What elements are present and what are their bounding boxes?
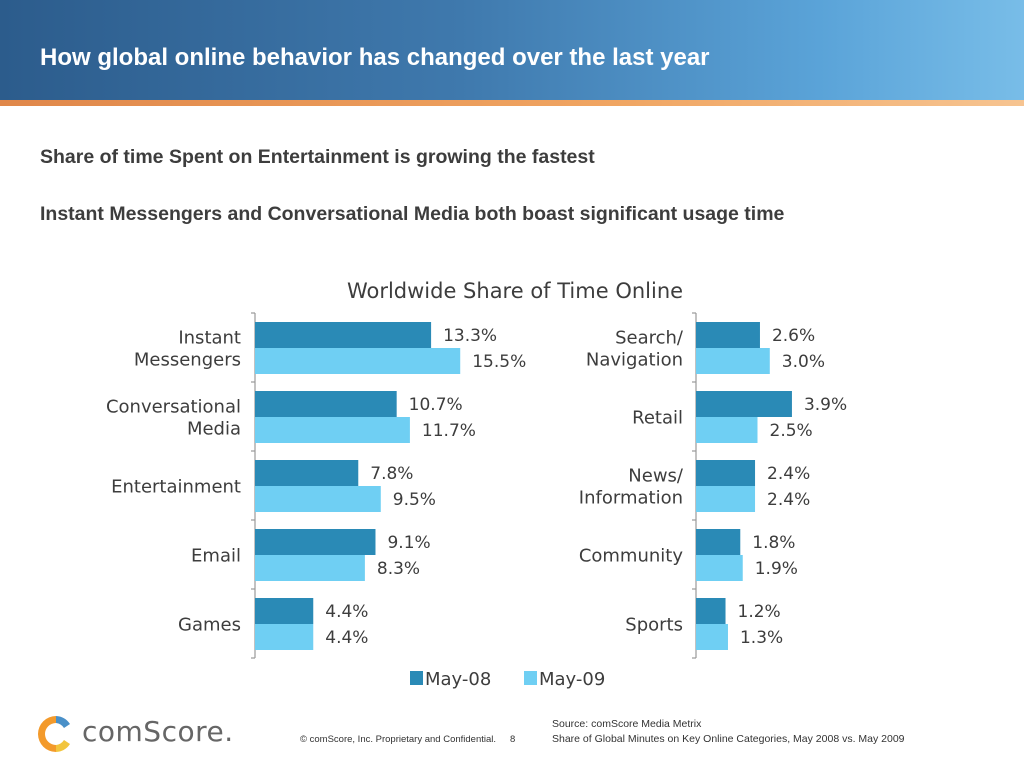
category-label: Games: [178, 615, 241, 636]
legend-item: May-09: [524, 669, 605, 690]
data-label: 1.8%: [752, 533, 795, 553]
legend-item: May-08: [410, 669, 491, 690]
bar-may09: [255, 417, 410, 443]
bar-may08: [696, 391, 792, 417]
bar-may09: [696, 486, 756, 512]
bar-may09: [255, 348, 461, 374]
bar-may09: [696, 417, 758, 443]
category-label: Sports: [625, 615, 683, 636]
data-label: 2.4%: [767, 464, 810, 484]
category-label-line: Conversational: [106, 397, 241, 418]
category-label-line: News/: [628, 466, 684, 487]
header-banner: [0, 0, 1024, 100]
category-label: Retail: [632, 408, 683, 429]
category-label: Entertainment: [111, 477, 241, 498]
chart-legend: May-08 May-09: [410, 669, 605, 690]
data-label: 9.1%: [387, 533, 430, 553]
bar-may08: [255, 529, 376, 555]
headline-messengers: Instant Messengers and Conversational Me…: [40, 203, 785, 225]
category-label-line: Media: [187, 419, 241, 440]
data-label: 3.9%: [804, 395, 847, 415]
data-label: 1.9%: [755, 559, 798, 579]
data-label: 15.5%: [472, 352, 526, 372]
data-label: 9.5%: [393, 490, 436, 510]
legend-swatch: [410, 671, 423, 685]
comscore-logo: comScore.: [82, 715, 234, 748]
category-label-line: Search/: [615, 328, 684, 349]
data-label: 11.7%: [422, 421, 476, 441]
bar-may08: [696, 460, 756, 486]
data-label: 10.7%: [409, 395, 463, 415]
category-label: Community: [579, 546, 684, 567]
category-label-line: Email: [191, 546, 241, 567]
data-label: 1.3%: [740, 628, 783, 648]
page-number: 8: [510, 734, 516, 745]
bar-may09: [696, 348, 770, 374]
category-label-line: Entertainment: [111, 477, 241, 498]
bar-may09: [255, 555, 365, 581]
bar-may08: [696, 529, 741, 555]
headline-entertainment: Share of time Spent on Entertainment is …: [40, 146, 595, 168]
category-label: Search/Navigation: [586, 328, 684, 371]
data-label: 3.0%: [782, 352, 825, 372]
category-label: Email: [191, 546, 241, 567]
data-label: 2.4%: [767, 490, 810, 510]
source-description: Share of Global Minutes on Key Online Ca…: [552, 733, 905, 745]
data-label: 13.3%: [443, 326, 497, 346]
chart-panel-right: Search/Navigation 2.6% 3.0% Retail 3.9% 2.5% N…: [579, 312, 847, 659]
bar-may08: [696, 598, 726, 624]
comscore-logo-icon: [38, 716, 70, 752]
category-label-line: Information: [579, 488, 683, 509]
data-label: 7.8%: [370, 464, 413, 484]
bar-may08: [696, 322, 760, 348]
legend-label: May-09: [539, 669, 605, 690]
bar-may08: [255, 598, 314, 624]
bar-may09: [255, 624, 314, 650]
data-label: 1.2%: [738, 602, 781, 622]
category-label-line: Sports: [625, 615, 683, 636]
source-line: Source: comScore Media Metrix: [552, 718, 702, 730]
legend-label: May-08: [425, 669, 491, 690]
slide-title: How global online behavior has changed o…: [40, 44, 710, 71]
data-label: 4.4%: [325, 602, 368, 622]
category-label-line: Instant: [178, 328, 241, 349]
chart-title: Worldwide Share of Time Online: [347, 279, 683, 303]
header-accent-line: [0, 100, 1024, 106]
data-label: 4.4%: [325, 628, 368, 648]
data-label: 8.3%: [377, 559, 420, 579]
category-label-line: Games: [178, 615, 241, 636]
data-label: 2.6%: [772, 326, 815, 346]
category-label-line: Messengers: [134, 350, 241, 371]
bar-may08: [255, 391, 397, 417]
category-label-line: Navigation: [586, 350, 683, 371]
bar-may08: [255, 322, 432, 348]
data-label: 2.5%: [770, 421, 813, 441]
category-label-line: Community: [579, 546, 684, 567]
bar-may09: [696, 624, 728, 650]
bar-may08: [255, 460, 359, 486]
bar-may09: [696, 555, 743, 581]
category-label-line: Retail: [632, 408, 683, 429]
copyright-notice: © comScore, Inc. Proprietary and Confide…: [300, 734, 497, 745]
category-label: News/Information: [579, 466, 684, 509]
legend-swatch: [524, 671, 537, 685]
bar-may09: [255, 486, 381, 512]
